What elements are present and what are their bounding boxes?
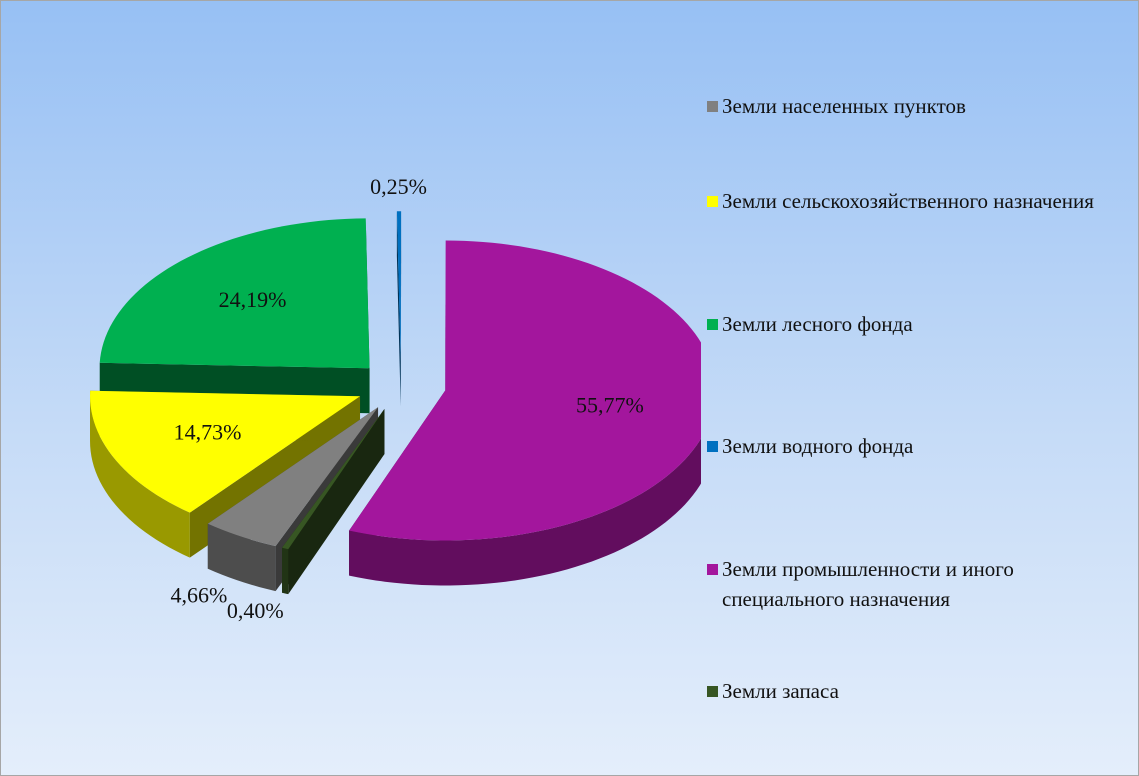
- legend-label: Земли сельскохозяйственного назначения: [722, 189, 1094, 213]
- pie-slice: [207, 407, 379, 547]
- legend-swatch: [707, 196, 718, 207]
- legend-entry: Земли лесного фонда: [707, 309, 1127, 339]
- slice-side: [281, 547, 289, 595]
- legend-entry: Земли водного фонда: [707, 431, 1127, 461]
- pie-plot: 4,66% 14,73% 24,19% 0,25% 55,77% 0,40%: [90, 174, 701, 623]
- legend-label: Земли запаса: [722, 679, 839, 703]
- data-label: 0,25%: [370, 174, 427, 199]
- legend-label: Земли населенных пунктов: [722, 94, 966, 118]
- pie-slice: [396, 211, 402, 362]
- pie-slice: [349, 240, 701, 541]
- slice-side: [349, 438, 701, 586]
- data-label: 24,19%: [219, 287, 287, 312]
- legend-swatch: [707, 564, 718, 575]
- data-label: 0,40%: [227, 598, 284, 623]
- legend-entry: Земли промышленности и иного специальног…: [707, 554, 1127, 614]
- legend-label: Земли водного фонда: [722, 434, 914, 458]
- slice-wall: [396, 211, 401, 407]
- pie-slice: [99, 218, 370, 369]
- legend-swatch: [707, 686, 718, 697]
- legend-entry: Земли запаса: [707, 676, 1127, 706]
- slice-side: [90, 395, 190, 558]
- slice-wall: [281, 409, 385, 593]
- pie-slice: [90, 390, 361, 513]
- legend-swatch: [707, 319, 718, 330]
- legend-swatch: [707, 441, 718, 452]
- legend-swatch: [707, 101, 718, 112]
- data-label: 55,77%: [576, 392, 644, 417]
- pie-slice: [281, 409, 385, 550]
- legend-label: Земли промышленности и иного специальног…: [722, 557, 1014, 611]
- data-label: 4,66%: [170, 583, 227, 608]
- legend-entry: Земли населенных пунктов: [707, 91, 1127, 121]
- slice-side: [207, 523, 276, 592]
- data-label: 14,73%: [174, 420, 242, 445]
- legend-entry: Земли сельскохозяйственного назначения: [707, 186, 1127, 216]
- legend-label: Земли лесного фонда: [722, 312, 913, 336]
